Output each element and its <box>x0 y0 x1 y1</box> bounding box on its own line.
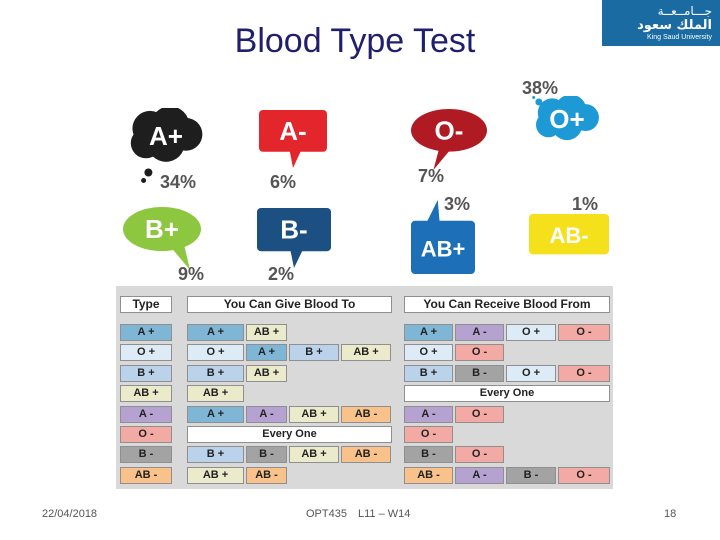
header-type: Type <box>120 296 172 313</box>
receive-cell: O - <box>558 324 610 341</box>
blood-type-label: O- <box>435 115 464 145</box>
header-give: You Can Give Blood To <box>187 296 392 313</box>
university-logo: جـــامــعــة الملك سعود King Saud Univer… <box>602 0 720 46</box>
receive-cell: A - <box>455 324 504 341</box>
blood-type-label: AB+ <box>421 236 466 261</box>
receive-cell: O + <box>404 344 453 362</box>
blood-type-a-pos-percent: 34% <box>160 172 197 192</box>
footer-lecture: L11 – W14 <box>358 508 411 520</box>
footer-course: OPT435 <box>306 508 347 520</box>
give-cell: AB + <box>289 405 339 423</box>
give-cell: A + <box>187 405 244 423</box>
give-cell: AB - <box>246 466 287 484</box>
logo-arabic-line2: الملك سعود <box>637 18 712 33</box>
blood-type-ab-neg-percent: 1% <box>572 194 599 214</box>
give-cell: AB - <box>341 446 391 464</box>
blood-type-o-pos-percent: 38% <box>522 78 559 98</box>
blood-type-label: A+ <box>149 121 183 151</box>
receive-every-one: Every One <box>404 385 610 403</box>
give-cell: B + <box>289 344 339 362</box>
blood-type-a-neg-icon: A- <box>258 110 328 168</box>
receive-cell: A - <box>404 405 453 423</box>
give-cell: AB + <box>341 344 391 362</box>
receive-cell: O - <box>455 446 504 464</box>
receive-cell: B - <box>506 466 556 484</box>
row-type: O + <box>120 344 172 362</box>
give-cell: B + <box>187 364 244 382</box>
give-cell: B + <box>187 446 244 464</box>
receive-cell: A - <box>455 466 504 484</box>
give-cell: A + <box>187 324 244 341</box>
blood-type-ab-neg-icon: AB- <box>528 214 610 270</box>
give-cell: AB + <box>246 324 287 341</box>
give-cell: AB - <box>341 405 391 423</box>
give-every-one: Every One <box>187 426 392 443</box>
footer-date: 22/04/2018 <box>42 508 98 520</box>
receive-cell: B + <box>404 364 453 382</box>
receive-cell: O - <box>455 344 504 362</box>
blood-type-o-pos-icon: O+ <box>530 96 604 160</box>
give-cell: AB + <box>289 446 339 464</box>
row-type: B + <box>120 364 172 382</box>
blood-type-a-pos-icon: A+ <box>126 108 206 186</box>
give-cell: B - <box>246 446 287 464</box>
blood-type-b-pos-percent: 9% <box>178 264 205 284</box>
give-cell: A + <box>246 344 287 362</box>
logo-arabic-line1: جـــامــعــة <box>657 4 712 18</box>
header-receive: You Can Receive Blood From <box>404 296 610 313</box>
row-type: B - <box>120 446 172 464</box>
receive-cell: B - <box>404 446 453 464</box>
blood-type-label: A- <box>279 116 306 146</box>
blood-type-label: AB- <box>549 223 588 248</box>
blood-type-b-neg-icon: B- <box>256 208 332 268</box>
blood-type-label: B- <box>280 215 307 245</box>
receive-cell: O - <box>558 466 610 484</box>
receive-cell: AB - <box>404 466 453 484</box>
row-type: A - <box>120 405 172 423</box>
receive-cell: O + <box>506 364 556 382</box>
blood-type-label: B+ <box>145 214 179 244</box>
receive-cell: B - <box>455 364 504 382</box>
footer-page-number: 18 <box>664 508 677 520</box>
row-type: A + <box>120 324 172 341</box>
give-cell: O + <box>187 344 244 362</box>
give-cell: A - <box>246 405 287 423</box>
blood-type-a-neg-percent: 6% <box>270 172 297 192</box>
row-type: AB - <box>120 466 172 484</box>
blood-type-b-neg-percent: 2% <box>268 264 295 284</box>
give-cell: AB + <box>187 385 244 403</box>
receive-cell: O - <box>404 426 453 443</box>
receive-cell: A + <box>404 324 453 341</box>
receive-cell: O - <box>455 405 504 423</box>
slide-title: Blood Type Test <box>234 22 476 60</box>
blood-type-o-neg-icon: O- <box>410 108 488 170</box>
row-type: O - <box>120 426 172 443</box>
blood-type-label: O+ <box>549 104 584 134</box>
row-type: AB + <box>120 385 172 403</box>
blood-type-b-pos-icon: B+ <box>122 206 202 270</box>
logo-english: King Saud University <box>647 34 712 41</box>
blood-type-o-neg-percent: 7% <box>418 166 445 186</box>
blood-type-ab-pos-icon: AB+ <box>410 198 476 274</box>
compatibility-table: Type You Can Give Blood To You Can Receive… <box>116 286 613 489</box>
give-cell: AB + <box>246 364 287 382</box>
receive-cell: O + <box>506 324 556 341</box>
blood-type-ab-pos-percent: 3% <box>444 194 471 214</box>
give-cell: AB + <box>187 466 244 484</box>
receive-cell: O - <box>558 364 610 382</box>
